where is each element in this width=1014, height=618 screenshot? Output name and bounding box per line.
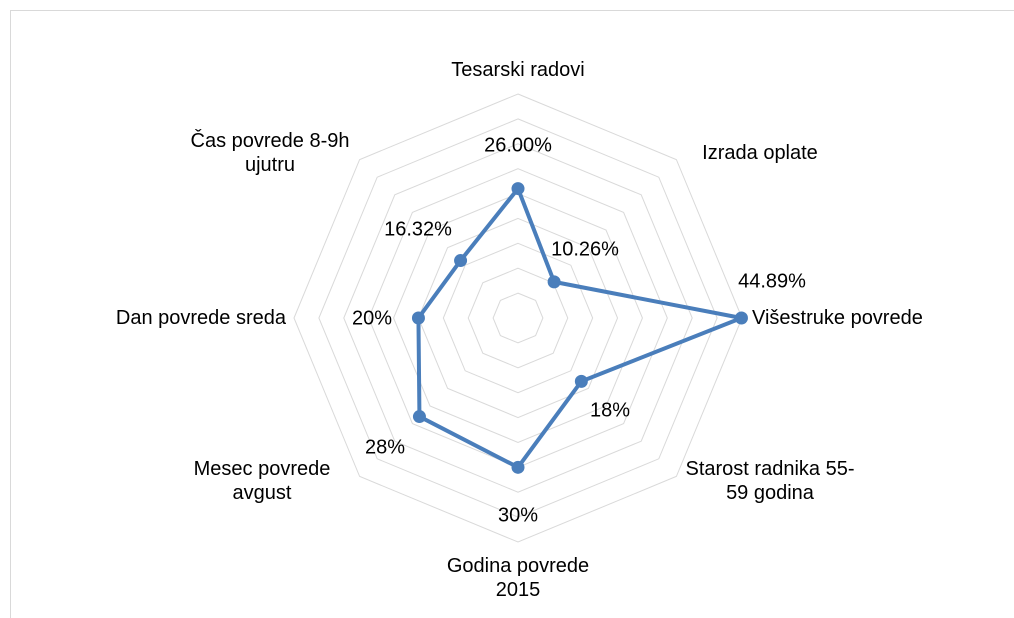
grid-ring [293, 93, 743, 543]
data-label: 18% [590, 399, 630, 421]
data-point [412, 410, 426, 424]
data-point [511, 182, 525, 196]
data-point [411, 311, 425, 325]
grid-ring [492, 292, 544, 344]
data-point [734, 311, 748, 325]
data-point [454, 254, 468, 268]
category-label: Tesarski radovi [451, 59, 585, 81]
data-label: 28% [365, 436, 405, 458]
category-label: Godina povrede 2015 [446, 555, 590, 601]
data-point [574, 374, 588, 388]
category-label: Starost radnika 55-59 godina [685, 458, 855, 504]
data-point [511, 460, 525, 474]
grid-ring [467, 267, 569, 369]
grid-ring [318, 118, 718, 518]
grid-ring [393, 193, 643, 443]
data-label: 30% [498, 504, 538, 526]
chart-border [10, 10, 1014, 618]
data-label: 26.00% [484, 134, 552, 156]
grid-ring [343, 143, 693, 493]
series-line [416, 186, 744, 470]
data-label: 10.26% [551, 238, 619, 260]
data-label: 20% [352, 307, 392, 329]
category-label: Višestruke povrede [752, 307, 923, 329]
grid-ring [442, 242, 594, 394]
category-label: Mesec povrede avgust [193, 458, 331, 504]
data-label: 44.89% [738, 270, 806, 292]
category-label: Čas povrede 8-9h ujutru [190, 130, 350, 176]
grid-ring [417, 217, 619, 419]
category-label: Dan povrede sreda [115, 307, 286, 329]
data-label: 16.32% [384, 218, 452, 240]
data-point [547, 275, 561, 289]
category-label: Izrada oplate [702, 142, 818, 164]
